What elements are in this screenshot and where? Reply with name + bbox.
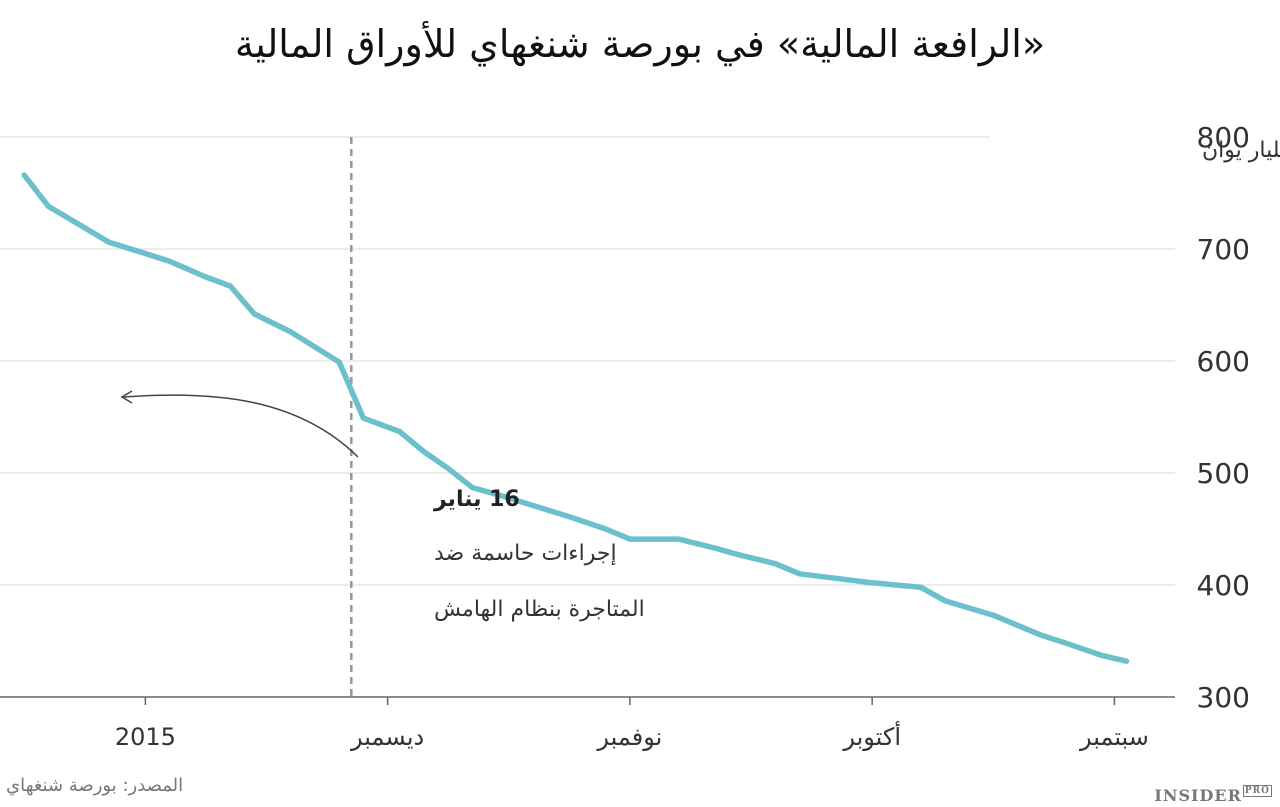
arrow-head-icon	[120, 390, 133, 404]
annotation-arrow	[123, 394, 359, 458]
x-tick-label: سبتمبر	[1079, 723, 1149, 751]
x-tick-label: أكتوبر	[842, 721, 901, 751]
grid-layer	[0, 136, 1175, 698]
chart-title: «الرافعة المالية» في بورصة شنغهاي للأورا…	[234, 22, 1046, 66]
y-tick-label: 800	[1197, 121, 1250, 154]
y-axis-unit: مليار يوان	[1202, 138, 1280, 163]
x-tick-label: 2015	[115, 723, 176, 751]
y-tick-label: 300	[1197, 681, 1250, 714]
series-layer	[21, 172, 1130, 664]
series-line	[21, 172, 1130, 664]
annotation-line-2: المتاجرة بنظام الهامش	[434, 597, 645, 622]
y-tick-label: 500	[1197, 457, 1250, 490]
annotation-layer: 16 يناير إجراءات حاسمة ضد المتاجرة بنظام…	[120, 390, 645, 622]
brand-logo: INSIDER PRO	[1154, 785, 1272, 805]
x-tick-label: ديسمبر	[350, 723, 424, 751]
x-tick-label: نوفمبر	[596, 723, 662, 751]
source-note: المصدر: بورصة شنغهاي	[6, 775, 184, 796]
axis-layer: 300 400 500 600 700 800مليار يوان سبتمبر أكتوبر…	[115, 121, 1280, 751]
annotation-line-1: إجراءات حاسمة ضد	[434, 541, 617, 566]
y-tick-label: 600	[1197, 345, 1250, 378]
annotation-date: 16 يناير	[433, 487, 520, 512]
y-tick-label: 700	[1197, 233, 1250, 266]
y-tick-label: 400	[1197, 569, 1250, 602]
